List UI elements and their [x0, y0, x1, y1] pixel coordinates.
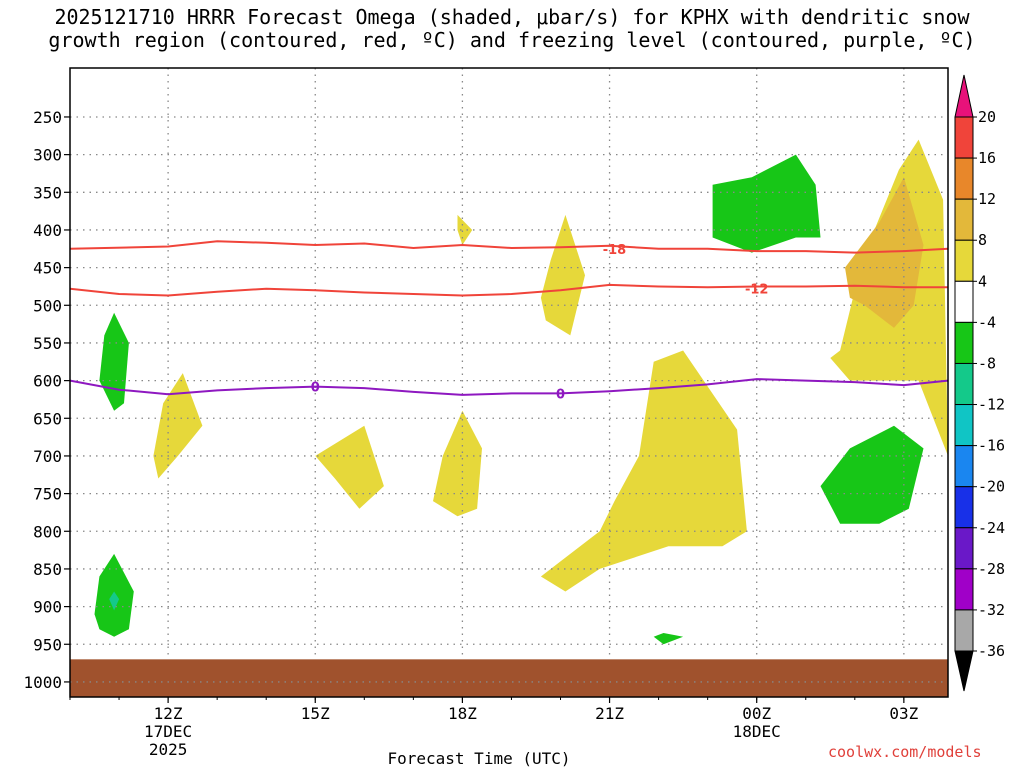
colorbar-label-10: -24 [978, 519, 1005, 537]
omega-region-10 [99, 312, 129, 411]
colorbar-label-13: -36 [978, 642, 1005, 660]
omega-region-3 [457, 214, 473, 245]
y-tick-label-350: 350 [33, 183, 62, 202]
x-axis-title: Forecast Time (UTC) [387, 749, 570, 768]
chart-title: 2025121710 HRRR Forecast Omega (shaded, … [0, 6, 1024, 52]
title-line-2: growth region (contoured, red, ºC) and f… [48, 28, 976, 52]
y-tick-label-700: 700 [33, 447, 62, 466]
colorbar-label-2: 12 [978, 190, 996, 208]
plot-frame [69, 67, 949, 698]
contour-label-extra-0: 0 [556, 387, 565, 402]
colorbar-band-10 [954, 527, 974, 570]
y-tick-label-800: 800 [33, 522, 62, 541]
omega-region-8 [712, 154, 821, 253]
y-tick-label-450: 450 [33, 259, 62, 278]
x-tick-label-18Z: 18Z [448, 704, 477, 723]
x-tick-date-12Z: 17DEC [144, 722, 192, 741]
colorbar-label-9: -20 [978, 478, 1005, 496]
colorbar-label-12: -32 [978, 601, 1005, 619]
y-tick-label-900: 900 [33, 598, 62, 617]
colorbar-label-11: -28 [978, 560, 1005, 578]
omega-region-9 [820, 425, 924, 524]
colorbar-bottom-arrow [954, 650, 974, 692]
omega-region-13 [653, 633, 684, 645]
colorbar-band-1 [954, 157, 974, 200]
colorbar-label-5: -4 [978, 313, 996, 331]
y-tick-label-550: 550 [33, 334, 62, 353]
y-tick-label-600: 600 [33, 372, 62, 391]
omega-region-12 [109, 591, 120, 611]
surface-terrain [70, 659, 948, 697]
colorbar-band-8 [954, 445, 974, 488]
colorbar-band-6 [954, 362, 974, 406]
x-tick-label-03Z: 03Z [889, 704, 918, 723]
colorbar: 20 16 12 8 4 -4 -8 -12 -16 -20 -24 -28 -32 -36 [954, 74, 1005, 692]
colorbar-band-9 [954, 486, 974, 529]
y-tick-label-1000: 1000 [23, 673, 62, 692]
omega-region-2 [433, 410, 482, 517]
colorbar-label-4: 4 [978, 272, 987, 290]
colorbar-top-arrow [954, 74, 974, 118]
colorbar-band-7 [954, 404, 974, 447]
contour-label-dgz-minus18: -18 [603, 243, 627, 258]
omega-region-4 [540, 214, 585, 336]
x-tick-year-12Z: 2025 [149, 740, 188, 759]
omega-region-5 [540, 350, 747, 592]
colorbar-label-0: 20 [978, 108, 996, 126]
y-tick-label-400: 400 [33, 221, 62, 240]
y-tick-label-950: 950 [33, 635, 62, 654]
x-tick-label-12Z: 12Z [154, 704, 183, 723]
colorbar-label-3: 8 [978, 231, 987, 249]
y-tick-label-500: 500 [33, 296, 62, 315]
contour-dgz-minus18 [70, 240, 948, 254]
omega-region-1 [315, 425, 384, 509]
y-tick-label-300: 300 [33, 146, 62, 165]
x-tick-label-21Z: 21Z [595, 704, 624, 723]
colorbar-band-12 [954, 609, 974, 652]
colorbar-label-1: 16 [978, 149, 996, 167]
colorbar-label-6: -8 [978, 354, 996, 372]
colorbar-band-5 [954, 321, 974, 364]
colorbar-band-11 [954, 568, 974, 611]
y-tick-label-850: 850 [33, 560, 62, 579]
x-tick-label-00Z: 00Z [742, 704, 771, 723]
y-tick-label-750: 750 [33, 485, 62, 504]
y-tick-label-250: 250 [33, 108, 62, 127]
colorbar-band-0 [954, 116, 974, 159]
plot-area: -18 -12 0 0 [70, 68, 948, 697]
colorbar-label-7: -12 [978, 396, 1005, 414]
contour-freezing-level-0 [70, 378, 948, 396]
x-tick-date-00Z: 18DEC [733, 722, 781, 741]
colorbar-band-2 [954, 198, 974, 241]
y-tick-label-650: 650 [33, 409, 62, 428]
contour-label-freezing-level-0: 0 [311, 381, 320, 396]
contour-label-dgz-minus12: -12 [745, 283, 769, 298]
title-line-1: 2025121710 HRRR Forecast Omega (shaded, … [54, 5, 970, 29]
x-tick-label-15Z: 15Z [301, 704, 330, 723]
contour-dgz-minus12 [70, 283, 948, 297]
colorbar-band-3 [954, 239, 974, 282]
colorbar-label-8: -16 [978, 437, 1005, 455]
omega-region-0 [153, 373, 203, 479]
colorbar-band-4 [954, 280, 974, 323]
watermark-text: coolwx.com/models [828, 743, 982, 761]
